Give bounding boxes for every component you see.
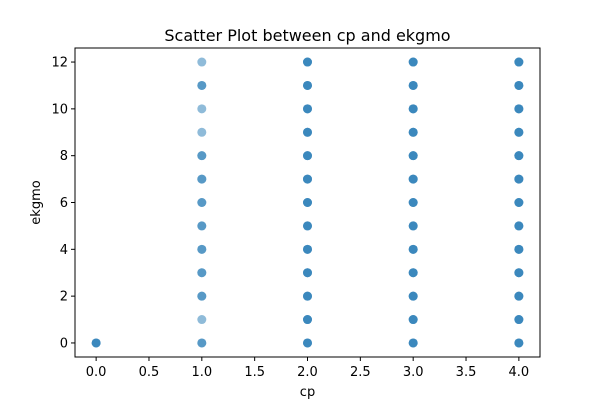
- data-point: [197, 174, 207, 184]
- data-point: [514, 174, 524, 184]
- data-point: [197, 104, 207, 114]
- y-axis-label: ekgmo: [29, 180, 44, 224]
- data-point: [408, 291, 418, 301]
- y-axis-ticks: 0 2 4 6 8 10 12: [51, 56, 75, 351]
- data-point: [408, 268, 418, 278]
- data-point: [303, 244, 312, 254]
- data-point: [197, 315, 207, 325]
- data-point: [197, 268, 207, 278]
- data-point: [91, 338, 101, 348]
- x-tick-label: 2.5: [350, 365, 371, 380]
- data-point: [408, 127, 418, 137]
- y-tick-label: 8: [60, 149, 68, 164]
- x-tick-label: 3.0: [403, 365, 424, 380]
- data-point: [303, 315, 312, 325]
- data-point: [408, 80, 418, 90]
- y-tick-label: 2: [60, 290, 68, 305]
- data-point: [197, 57, 207, 67]
- data-point: [514, 221, 524, 231]
- data-point: [303, 198, 312, 207]
- data-point: [408, 221, 418, 231]
- plot-frame: [74, 47, 541, 358]
- data-point: [303, 104, 312, 114]
- data-point: [197, 127, 207, 137]
- x-tick-label: 4.0: [509, 365, 530, 380]
- data-point: [514, 57, 524, 67]
- data-point: [303, 291, 312, 301]
- data-point: [514, 315, 524, 325]
- data-point: [197, 80, 207, 90]
- data-point: [303, 338, 312, 348]
- data-point: [514, 80, 524, 90]
- data-point: [197, 151, 207, 161]
- y-tick-label: 12: [51, 56, 68, 71]
- data-point: [408, 244, 418, 254]
- data-point: [197, 198, 207, 207]
- data-point: [303, 127, 312, 137]
- data-point: [303, 151, 312, 161]
- data-point: [514, 104, 524, 114]
- data-point: [514, 198, 524, 207]
- data-point: [514, 127, 524, 137]
- data-point: [514, 338, 524, 348]
- data-point: [303, 268, 312, 278]
- x-tick-label: 1.5: [244, 365, 265, 380]
- data-point: [408, 104, 418, 114]
- data-point: [197, 338, 207, 348]
- data-point: [197, 244, 207, 254]
- x-axis-ticks: 0.0 0.5 1.0 1.5 2.0 2.5 3.0 3.5 4.0: [86, 357, 529, 380]
- x-tick-label: 0.0: [86, 365, 107, 380]
- data-point: [197, 221, 207, 231]
- data-point: [408, 151, 418, 161]
- data-point: [303, 80, 312, 90]
- data-point: [408, 174, 418, 184]
- y-tick-label: 4: [60, 243, 68, 258]
- data-point: [408, 315, 418, 325]
- x-tick-label: 0.5: [139, 365, 160, 380]
- data-point: [197, 291, 207, 301]
- x-tick-label: 1.0: [191, 365, 212, 380]
- data-point: [514, 291, 524, 301]
- data-point: [303, 174, 312, 184]
- x-tick-label: 3.5: [456, 365, 477, 380]
- data-point: [408, 57, 418, 67]
- data-point: [408, 198, 418, 207]
- data-point: [514, 151, 524, 161]
- y-tick-label: 10: [51, 102, 68, 117]
- x-axis-label: cp: [300, 385, 315, 400]
- data-point: [408, 338, 418, 348]
- points-layer: [91, 57, 524, 348]
- data-point: [303, 221, 312, 231]
- y-tick-label: 6: [60, 196, 68, 211]
- data-point: [514, 244, 524, 254]
- data-point: [514, 268, 524, 278]
- data-point: [303, 57, 312, 67]
- y-tick-label: 0: [60, 336, 68, 351]
- x-tick-label: 2.0: [297, 365, 318, 380]
- chart-title: Scatter Plot between cp and ekgmo: [164, 26, 450, 45]
